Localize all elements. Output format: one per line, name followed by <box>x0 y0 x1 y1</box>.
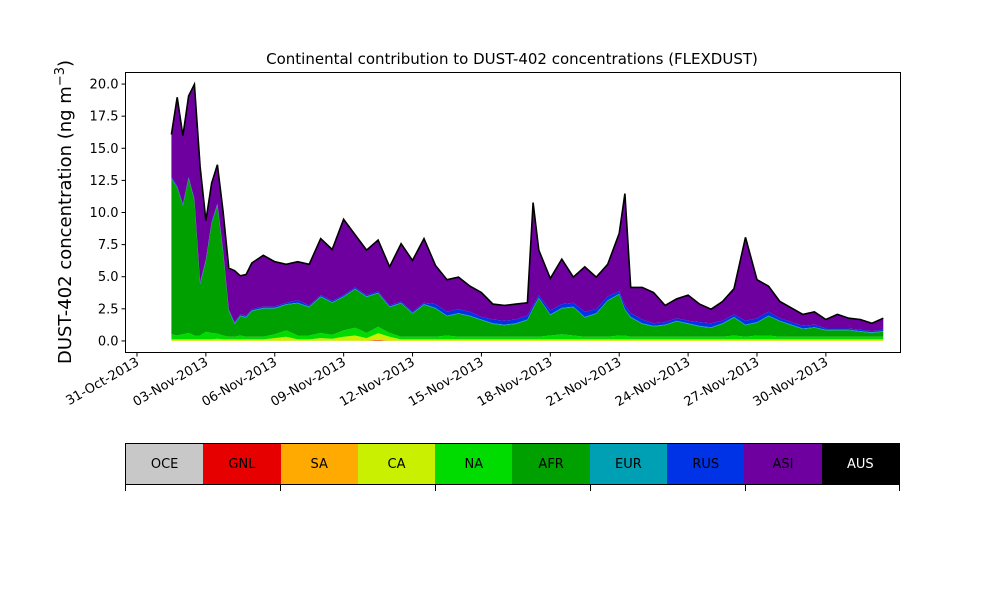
legend-entry-ca: CA <box>357 444 436 484</box>
legend-colorbar: OCE GNL SA CA NA AFR EUR RUS ASI AUS <box>125 443 900 485</box>
y-axis-label-exponent: −3 <box>53 67 68 86</box>
y-tick-label: 5.0 <box>98 270 119 285</box>
x-tick-label: 12-Nov-2013 <box>337 355 417 410</box>
y-tick-label: 10.0 <box>90 206 119 221</box>
y-tick-label: 2.5 <box>98 302 119 317</box>
x-tick-label: 03-Nov-2013 <box>131 355 211 410</box>
legend-tick <box>590 485 591 491</box>
chart-title: Continental contribution to DUST-402 con… <box>266 50 758 68</box>
x-tick-label: 18-Nov-2013 <box>475 355 555 410</box>
legend-tick <box>280 485 281 491</box>
y-axis-label: DUST-402 concentration (ng m−3) <box>53 60 76 364</box>
legend-tick <box>899 485 900 491</box>
total-concentration-line <box>170 81 884 325</box>
x-tick-label: 27-Nov-2013 <box>682 355 762 410</box>
stacked-areas <box>171 84 884 341</box>
legend-entry-na: NA <box>435 444 513 484</box>
x-axis: 31-Oct-201303-Nov-201306-Nov-201309-Nov-… <box>64 352 831 410</box>
area-ca <box>171 333 884 341</box>
y-tick-label: 20.0 <box>90 78 119 93</box>
area-sa <box>171 339 884 341</box>
legend-entry-rus: RUS <box>667 444 745 484</box>
legend-entry-aus: AUS <box>821 444 899 484</box>
x-tick-label: 15-Nov-2013 <box>406 355 486 410</box>
legend-tick <box>125 485 126 491</box>
legend-ticks <box>125 485 900 493</box>
y-tick-label: 17.5 <box>90 110 119 125</box>
y-tick-label: 15.0 <box>90 142 119 157</box>
legend-tick <box>745 485 746 491</box>
x-tick-label: 30-Nov-2013 <box>751 355 831 410</box>
y-tick-label: 7.5 <box>98 238 119 253</box>
x-tick-label: 06-Nov-2013 <box>199 355 279 410</box>
area-asi <box>171 84 884 332</box>
x-tick-label: 24-Nov-2013 <box>613 355 693 410</box>
area-na <box>171 326 884 340</box>
legend-entry-eur: EUR <box>589 444 668 484</box>
x-tick-label: 21-Nov-2013 <box>544 355 624 410</box>
legend-entry-afr: AFR <box>512 444 590 484</box>
legend-entry-sa: SA <box>280 444 358 484</box>
y-tick-label: 0.0 <box>98 334 119 349</box>
legend-tick <box>435 485 436 491</box>
y-tick-label: 12.5 <box>90 174 119 189</box>
y-axis-label-base: DUST-402 concentration (ng m <box>55 86 76 364</box>
legend-entry-asi: ASI <box>744 444 822 484</box>
y-axis-label-end: ) <box>55 60 76 67</box>
area-afr <box>171 178 884 337</box>
y-axis: 0.0 2.5 5.0 7.5 10.0 12.5 15.0 17.5 20.0 <box>90 78 126 349</box>
x-tick-label: 09-Nov-2013 <box>268 355 348 410</box>
legend-entry-gnl: GNL <box>203 444 281 484</box>
legend-entry-oce: OCE <box>126 444 204 484</box>
